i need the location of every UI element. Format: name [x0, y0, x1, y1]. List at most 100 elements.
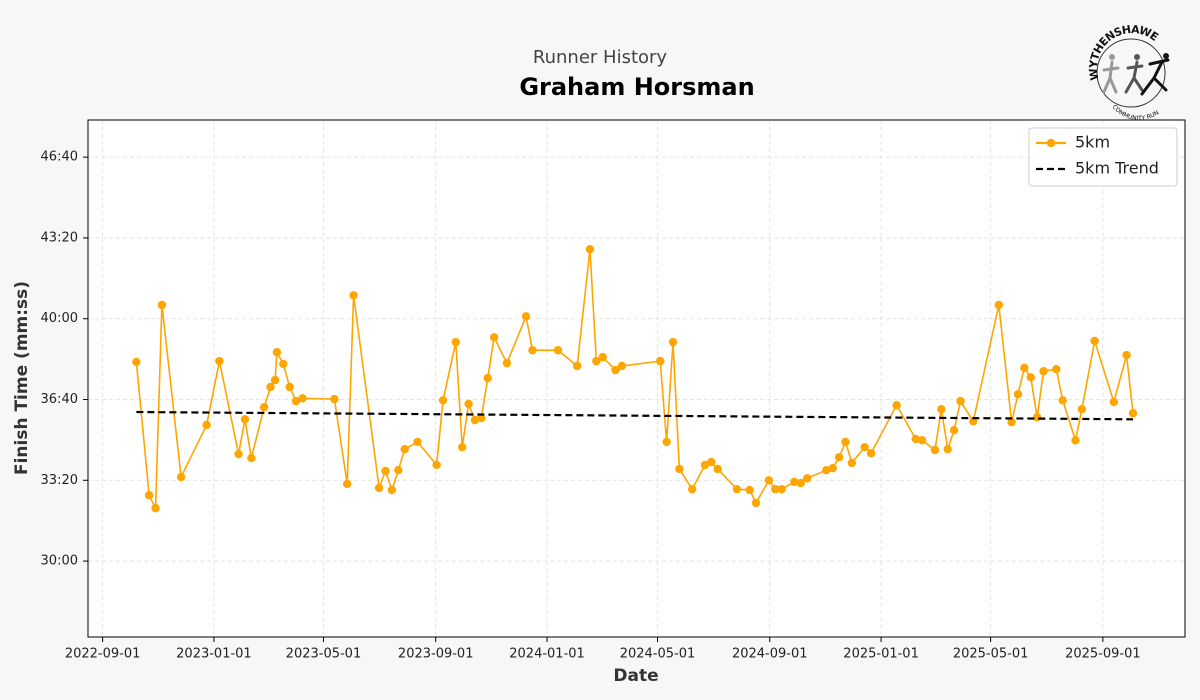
chart-subtitle: Runner History	[533, 47, 668, 68]
chart-title: Graham Horsman	[519, 73, 754, 101]
data-point	[790, 477, 799, 487]
y-tick-label: 30:00	[41, 554, 78, 569]
data-point	[151, 503, 160, 513]
data-point	[298, 394, 307, 403]
data-point	[777, 484, 786, 494]
data-point	[572, 361, 582, 371]
series-line	[136, 410, 1133, 421]
plot-area	[88, 120, 1185, 637]
data-point	[930, 445, 940, 455]
data-point	[1071, 436, 1080, 445]
data-point	[662, 437, 671, 447]
x-tick-label: 2024-05-01	[620, 647, 696, 662]
data-point	[828, 463, 837, 473]
data-point	[247, 453, 256, 463]
data-point	[911, 434, 920, 444]
data-point	[611, 365, 620, 375]
data-point	[745, 485, 754, 495]
x-tick-label: 2024-09-01	[732, 647, 808, 662]
data-point	[157, 300, 167, 310]
y-tick-label: 33:20	[41, 473, 78, 488]
data-point	[834, 453, 844, 462]
x-tick-label: 2025-09-01	[1065, 647, 1141, 662]
data-point	[956, 396, 965, 406]
data-point	[656, 356, 665, 366]
data-point	[1026, 373, 1035, 382]
data-point	[215, 356, 224, 366]
data-point	[483, 373, 492, 383]
data-point	[381, 466, 390, 476]
data-point	[764, 476, 774, 485]
data-point	[707, 457, 716, 467]
data-point	[342, 479, 352, 489]
data-point	[866, 449, 876, 458]
data-point	[240, 415, 250, 424]
data-point	[675, 464, 684, 474]
data-point	[470, 415, 480, 425]
data-point	[860, 442, 869, 452]
data-point	[438, 396, 448, 405]
data-point	[700, 460, 710, 470]
data-point	[668, 337, 678, 347]
data-point	[457, 442, 467, 452]
data-point	[994, 300, 1004, 310]
x-tick-label: 2025-05-01	[953, 647, 1029, 662]
data-point	[528, 346, 537, 355]
data-point	[1077, 404, 1087, 414]
x-tick-label: 2024-01-01	[509, 647, 585, 662]
x-tick-label: 2023-01-01	[176, 647, 252, 662]
data-point	[502, 358, 512, 368]
data-point	[400, 444, 409, 454]
x-tick-label: 2023-05-01	[286, 647, 362, 662]
data-point	[585, 245, 595, 254]
data-point	[1090, 336, 1099, 346]
data-point	[687, 484, 697, 494]
data-point	[432, 460, 441, 470]
data-point	[413, 437, 422, 447]
data-point	[1032, 413, 1042, 422]
data-point	[937, 404, 946, 414]
logo-top-text: WYTHENSHAWE	[1087, 23, 1161, 81]
data-point	[1039, 367, 1048, 376]
data-point	[771, 484, 780, 494]
data-point	[272, 348, 282, 357]
data-point	[270, 375, 280, 385]
data-point	[234, 449, 243, 459]
plot-frame	[87, 119, 1186, 638]
data-point	[1052, 365, 1061, 374]
data-point	[451, 337, 460, 347]
data-point	[796, 478, 805, 488]
data-point	[949, 426, 959, 435]
data-point	[291, 396, 301, 406]
data-point	[202, 420, 211, 430]
x-axis-label: Date	[613, 666, 658, 686]
data-point	[847, 458, 857, 468]
x-tick-label: 2023-09-01	[398, 647, 474, 662]
data-point	[598, 352, 607, 362]
data-point	[132, 357, 141, 367]
data-point	[713, 464, 722, 474]
y-tick-label: 40:00	[41, 311, 78, 326]
x-tick-label: 2025-01-01	[843, 647, 919, 662]
data-point	[349, 291, 358, 300]
data-point	[592, 356, 601, 366]
data-point	[387, 485, 397, 495]
data-point	[477, 413, 486, 423]
y-tick-label: 46:40	[41, 150, 78, 165]
data-point	[521, 312, 531, 321]
data-point	[285, 382, 294, 392]
logo-top-path: WYTHENSHAWE	[1087, 23, 1161, 81]
data-point	[394, 465, 403, 475]
data-point	[822, 465, 831, 475]
data-point	[751, 498, 761, 508]
data-point	[176, 472, 186, 482]
data-point	[732, 484, 742, 494]
data-point	[330, 394, 339, 404]
data-point	[892, 400, 901, 410]
logo: WYTHENSHAWE COMMUNITY RUN	[1087, 23, 1170, 122]
data-point	[841, 437, 850, 447]
data-point	[1128, 409, 1138, 418]
data-point	[1058, 396, 1067, 405]
data-point	[1122, 350, 1131, 360]
